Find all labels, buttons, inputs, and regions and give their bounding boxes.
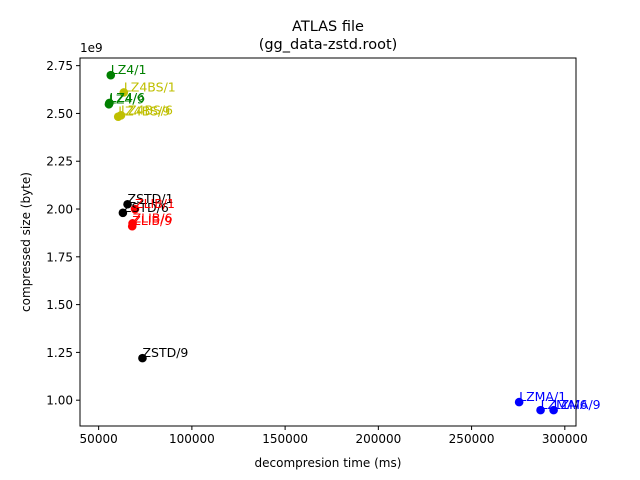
data-point-label: LZMA/9 [554,397,601,412]
y-tick-label: 1.00 [46,394,73,408]
data-point-label: LZ4BS/1 [124,79,176,94]
data-point-label: ZLIB/1 [135,196,175,211]
y-tick-label: 1.25 [46,346,73,360]
y-axis-label: compressed size (byte) [19,172,33,312]
data-point-label: ZSTD/6 [123,200,169,215]
x-tick-label: 50000 [80,432,118,446]
data-point [119,88,129,97]
data-point-label: LZ4/6 [109,90,145,105]
data-point-label: LZ4BS/9 [118,104,170,119]
data-point [123,199,132,209]
x-tick-label: 100000 [169,432,215,446]
data-point [127,221,137,231]
y-tick-label: 1.75 [46,250,73,264]
data-point [138,353,147,363]
data-point-label: LZMA/1 [519,389,566,404]
data-point [106,70,116,80]
data-point [536,405,545,415]
data-point [130,204,140,214]
data-point-label: ZLIB/9 [132,213,172,228]
chart-title-line2: (gg_data-zstd.root) [259,37,398,53]
data-point-label: ZSTD/1 [128,191,174,206]
x-axis-label: decompresion time (ms) [255,456,402,470]
data-point [118,208,128,218]
y-tick-label: 2.25 [46,155,73,169]
x-tick-label: 150000 [262,432,308,446]
y-tick-label: 2.50 [46,107,73,121]
data-point-label: LZ4/1 [111,62,147,77]
data-point-label: LZ4BS/6 [121,102,173,117]
x-tick-label: 250000 [449,432,495,446]
data-point-label: LZ4/9 [109,91,145,106]
data-point [549,405,558,415]
y-multiplier-label: 1e9 [80,41,103,55]
y-tick-label: 2.00 [46,203,73,217]
data-point-label: ZLIB/6 [133,210,173,225]
data-point-label: ZSTD/9 [142,345,188,360]
chart-title-line1: ATLAS file [292,19,364,35]
plot-area-frame [79,57,577,427]
data-point [113,112,123,121]
x-tick-label: 200000 [355,432,401,446]
data-point [104,99,114,109]
y-tick-label: 2.75 [46,59,73,73]
data-point [514,397,524,407]
x-tick-label: 300000 [542,432,588,446]
axis-ticks: 50000 100000 150000 200000 250000 300000 1.00 1… [46,59,587,446]
y-tick-label: 1.50 [46,298,73,312]
data-points [104,70,558,415]
